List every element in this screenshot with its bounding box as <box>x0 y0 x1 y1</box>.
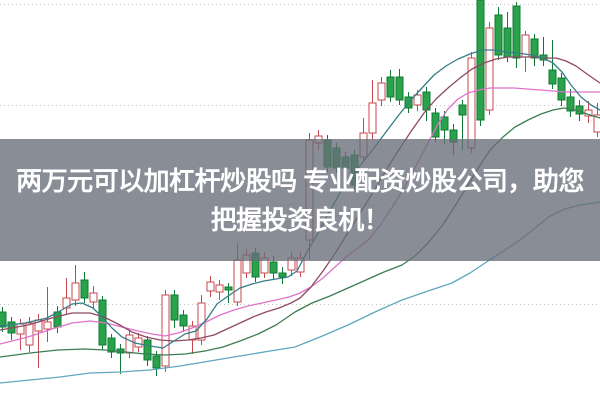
candle-body <box>80 279 89 299</box>
candle-body <box>134 337 143 348</box>
candle-body <box>395 76 404 101</box>
candle-body <box>431 112 440 138</box>
candle-body <box>43 321 52 330</box>
candle-body <box>512 5 521 59</box>
candle-body <box>269 261 278 274</box>
candle-body <box>71 282 80 301</box>
candle-body <box>179 314 188 327</box>
candle-body <box>278 272 287 278</box>
candle-body <box>215 284 224 293</box>
candle-body <box>458 104 467 116</box>
candle-body <box>530 38 539 59</box>
candle-body <box>593 114 600 133</box>
candle-body <box>557 77 566 101</box>
candle-body <box>566 96 575 112</box>
ma-20-pink <box>0 87 600 345</box>
candle-body <box>89 292 98 303</box>
candle-body <box>170 294 179 321</box>
candle-body <box>377 82 386 101</box>
candle-body <box>206 281 215 292</box>
candle-body <box>143 339 152 361</box>
candle-body <box>152 355 161 369</box>
candle-body <box>494 14 503 56</box>
candle-body <box>25 322 34 346</box>
promo-text-line2: 把握投资良机！ <box>210 204 390 235</box>
candle-body <box>413 94 422 106</box>
candle-body <box>107 337 116 353</box>
candle-body <box>125 334 134 354</box>
candle-body <box>233 259 242 303</box>
promo-text-line1: 两万元可以加杠杆炒股吗 专业配资炒股公司，助您 <box>16 165 584 196</box>
candle-body <box>440 116 449 131</box>
candle-body <box>0 311 7 328</box>
candle-body <box>476 0 485 121</box>
ma-10-maroon <box>0 56 600 342</box>
candle-body <box>62 297 71 309</box>
candle-body <box>548 69 557 85</box>
candle-body <box>368 102 377 134</box>
promo-banner-overlay: 两万元可以加杠杆炒股吗 专业配资炒股公司，助您 把握投资良机！ <box>0 139 600 261</box>
candle-body <box>386 76 395 98</box>
candle-body <box>161 294 170 367</box>
candle-body <box>485 27 494 111</box>
ma-30-darkgreen <box>0 107 600 358</box>
candle-body <box>224 286 233 291</box>
